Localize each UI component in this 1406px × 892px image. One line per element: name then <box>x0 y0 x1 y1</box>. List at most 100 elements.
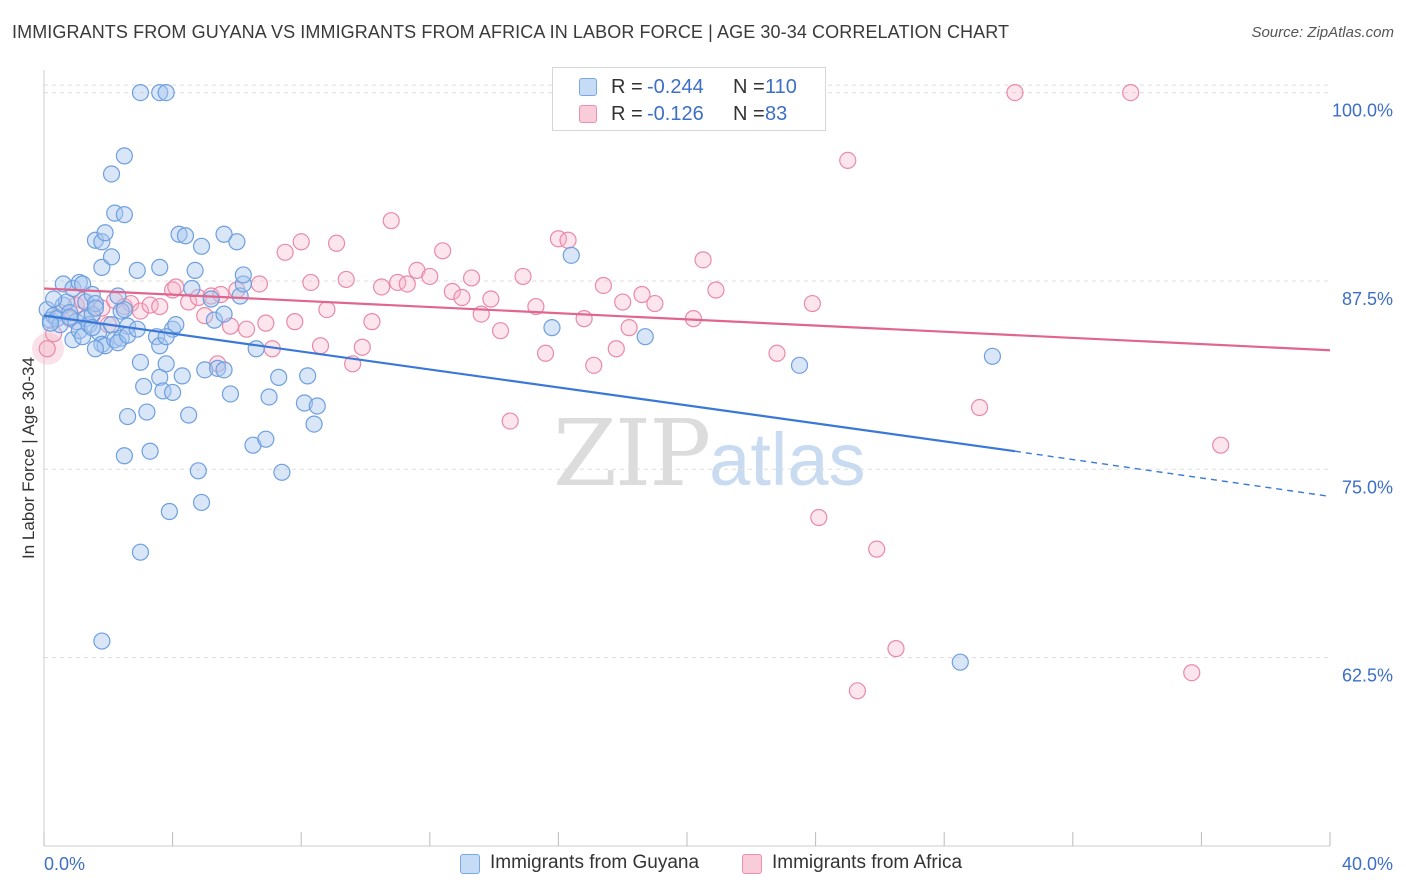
guyana-point <box>192 237 211 255</box>
guyana-point <box>61 308 79 326</box>
x-tick-label-max: 40.0% <box>1342 854 1393 874</box>
guyana-trend-line <box>43 314 1016 453</box>
africa-trend-line <box>43 287 1331 352</box>
guyana-point <box>118 407 137 426</box>
series-label-africa: Immigrants from Africa <box>772 852 963 873</box>
guyana-point <box>562 246 580 264</box>
africa-point <box>38 340 56 358</box>
africa-point <box>887 640 905 658</box>
axes <box>43 70 1330 847</box>
africa-point <box>803 294 821 313</box>
x-tick-label-min: 0.0% <box>44 854 85 874</box>
africa-point <box>453 288 471 307</box>
guyana-point <box>93 233 111 251</box>
guyana-point <box>173 367 191 385</box>
guyana-point <box>93 258 111 276</box>
guyana-point <box>180 406 198 424</box>
africa-point <box>694 251 712 269</box>
africa-point <box>482 290 500 308</box>
trend-lines <box>43 287 1331 498</box>
africa-point <box>514 267 532 286</box>
guyana-point <box>308 397 326 415</box>
guyana-point <box>951 653 969 671</box>
africa-point <box>810 508 828 527</box>
guyana-point <box>157 84 175 102</box>
africa-point <box>970 398 989 417</box>
guyana-point <box>160 502 178 521</box>
guyana-point <box>176 227 195 245</box>
guyana-point <box>41 314 60 332</box>
guyana-point <box>215 305 233 323</box>
legend-row-africa: R = -0.126 N = 83 <box>553 101 825 127</box>
guyana-point <box>257 430 275 448</box>
legend-swatch-guyana <box>579 78 597 96</box>
africa-point <box>707 281 725 299</box>
guyana-point <box>183 279 201 298</box>
africa-point <box>318 300 336 319</box>
chart-title: IMMIGRANTS FROM GUYANA VS IMMIGRANTS FRO… <box>12 22 1010 42</box>
africa-points <box>32 84 1230 700</box>
africa-point <box>501 412 519 430</box>
guyana-point <box>151 84 169 102</box>
guyana-point <box>167 316 185 334</box>
guyana-point <box>196 361 214 379</box>
africa-point <box>311 337 330 355</box>
guyana-point <box>141 442 159 460</box>
guyana-point <box>73 275 92 293</box>
guyana-point <box>115 206 133 224</box>
legend-n-value: 83 <box>765 103 788 125</box>
africa-point <box>286 313 304 331</box>
guyana-point <box>131 353 150 371</box>
guyana-point <box>164 383 182 402</box>
guyana-point <box>96 337 114 355</box>
africa-point <box>462 269 481 287</box>
africa-point <box>1212 436 1230 454</box>
africa-point <box>575 310 593 328</box>
guyana-point <box>215 361 233 379</box>
guyana-point <box>106 331 124 349</box>
guyana-point <box>93 632 111 650</box>
africa-point <box>276 243 294 261</box>
guyana-point <box>157 355 175 373</box>
africa-point <box>1183 664 1201 682</box>
guyana-point <box>86 294 105 313</box>
legend-swatch-africa <box>579 105 597 123</box>
africa-point <box>646 294 664 313</box>
africa-point <box>559 231 577 249</box>
africa-point <box>302 273 320 292</box>
africa-point <box>180 293 198 311</box>
africa-point <box>250 275 269 293</box>
series-swatch-africa <box>742 854 762 874</box>
guyana-point <box>189 462 207 480</box>
africa-point <box>337 270 355 289</box>
x-ticks <box>43 832 1331 846</box>
africa-point <box>1006 84 1024 102</box>
africa-point <box>189 288 207 307</box>
legend-n-label: N = <box>733 76 765 98</box>
africa-point <box>594 276 613 295</box>
legend-r-value: -0.244 <box>647 76 704 98</box>
guyana-points <box>38 84 1002 671</box>
guyana-point <box>209 359 227 377</box>
guyana-point <box>61 303 79 322</box>
africa-point <box>768 344 786 362</box>
legend-row-guyana: R = -0.244 N = 110 <box>553 74 825 100</box>
africa-point <box>614 293 632 311</box>
guyana-point <box>983 347 1002 365</box>
africa-point <box>620 319 638 337</box>
africa-point <box>1122 84 1140 102</box>
africa-point <box>372 278 391 296</box>
series-legend: Immigrants from Guyana Immigrants from A… <box>0 852 1406 878</box>
watermark: ZIPatlas <box>553 400 865 507</box>
y-tick-label: 87.5% <box>1342 289 1393 309</box>
stats-legend: R = -0.244 N = 110 R = -0.126 N = 83 <box>552 67 826 131</box>
guyana-point <box>295 394 314 412</box>
guyana-point <box>115 447 133 465</box>
guyana-point <box>273 463 291 481</box>
y-tick-label: 75.0% <box>1342 477 1393 497</box>
africa-point <box>527 297 545 316</box>
legend-r-label: R = <box>611 76 643 98</box>
guyana-point <box>138 403 156 421</box>
africa-point <box>382 212 400 230</box>
y-axis-title: In Labor Force | Age 30-34 <box>19 357 38 559</box>
